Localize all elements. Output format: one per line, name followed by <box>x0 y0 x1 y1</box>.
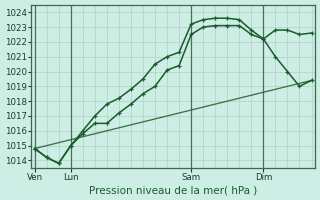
X-axis label: Pression niveau de la mer( hPa ): Pression niveau de la mer( hPa ) <box>89 185 257 195</box>
